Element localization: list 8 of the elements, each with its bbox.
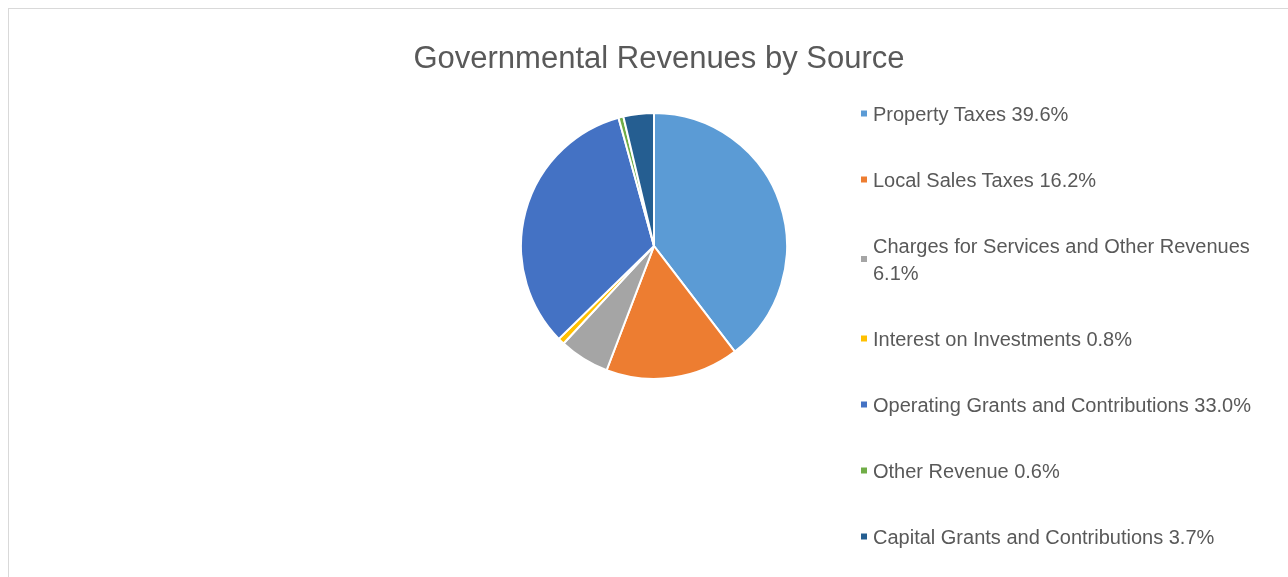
legend-label: Interest on Investments 0.8%: [873, 327, 1133, 350]
legend-label: Capital Grants and Contributions 3.7%: [873, 525, 1215, 548]
legend-label: Other Revenue 0.6%: [873, 459, 1060, 482]
legend-label: Charges for Services and Other Revenues 6.1%: [873, 234, 1256, 284]
legend-label: Local Sales Taxes 16.2%: [873, 168, 1097, 191]
chart-title: Governmental Revenues by Source: [413, 40, 905, 75]
legend-label: Operating Grants and Contributions 33.0%: [873, 393, 1252, 416]
legend-label: Property Taxes 39.6%: [873, 102, 1069, 125]
